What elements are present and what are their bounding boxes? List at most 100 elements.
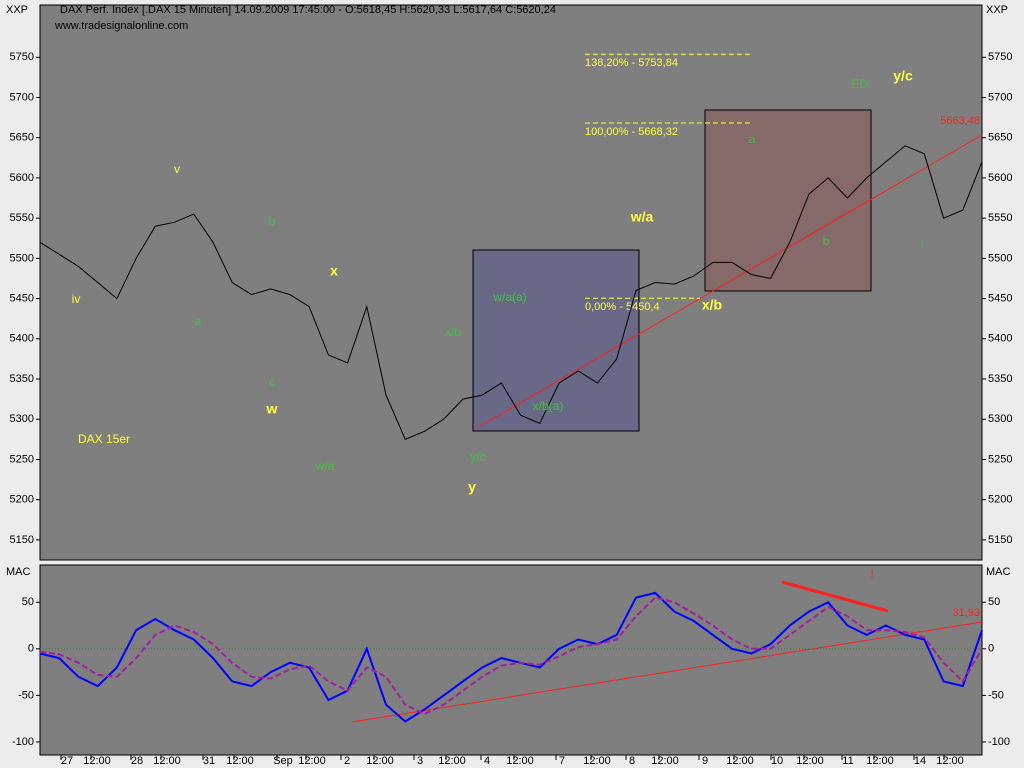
x-tick-label: 12:00 [651,755,679,767]
y-tick-label: 5250 [988,453,1012,465]
annotation: v [174,162,180,176]
trend-line [476,134,983,429]
axis-label: XXP [6,4,28,16]
last-value-label: 31,93 [952,607,980,619]
annotation: c [269,375,275,389]
y-tick-label: 5200 [10,494,34,506]
last-value-label: 5663,48 [940,115,980,127]
annotation: DAX 15er [78,432,130,446]
y-tick-label: 5600 [10,172,34,184]
x-tick-label: 12:00 [796,755,824,767]
x-tick-label: 31 [203,755,215,767]
annotation: w/a [630,209,654,225]
axis-label: XXP [986,4,1008,16]
annotation: x [330,263,338,279]
y-tick-label: 5450 [10,292,34,304]
y-tick-label: 5650 [988,132,1012,144]
annotation: y/c [893,68,913,84]
x-tick-label: 8 [629,755,635,767]
y-tick-label: 5350 [10,373,34,385]
y-tick-label: 5750 [988,51,1012,63]
annotation: a [749,132,756,146]
y-tick-label: 5150 [988,534,1012,546]
y-tick-label: 50 [988,596,1000,608]
annotation: i [921,236,924,250]
x-tick-label: 12:00 [583,755,611,767]
x-tick-label: 9 [702,755,708,767]
y-tick-label: -100 [12,736,34,748]
x-tick-label: 12:00 [726,755,754,767]
y-tick-label: 5400 [988,333,1012,345]
x-tick-label: 14 [914,755,926,767]
y-tick-label: 5550 [988,212,1012,224]
y-tick-label: 5500 [10,252,34,264]
y-tick-label: 5700 [988,91,1012,103]
y-tick-label: 5150 [10,534,34,546]
y-tick-label: 50 [22,596,34,608]
header-source: www.tradesignalonline.com [54,20,188,32]
axis-label: MAC [6,566,31,578]
y-tick-label: 5700 [10,91,34,103]
annotation: b [269,214,276,228]
axis-label: MAC [986,566,1011,578]
x-tick-label: 12:00 [438,755,466,767]
x-tick-label: 4 [484,755,490,767]
trend-line [351,621,983,723]
annotation: ! [870,567,873,581]
y-tick-label: 5200 [988,494,1012,506]
x-tick-label: 12:00 [83,755,111,767]
header-title: DAX Perf. Index [.DAX 15 Minuten] 14.09.… [60,4,556,16]
fib-label: 138,20% - 5753,84 [585,57,678,69]
y-tick-label: 5300 [988,413,1012,425]
annotation: x/b [445,325,461,339]
annotation: ED [852,77,869,91]
y-tick-label: 5250 [10,453,34,465]
annotation: w [266,401,278,417]
y-tick-label: 5500 [988,252,1012,264]
x-tick-label: 12:00 [366,755,394,767]
annotation: x/b(a) [533,399,564,413]
x-tick-label: 12:00 [153,755,181,767]
annotation: y [468,479,476,495]
y-tick-label: 5550 [10,212,34,224]
annotation: iv [72,292,81,306]
series-line [39,596,983,716]
box [472,249,640,432]
y-tick-label: -50 [18,689,34,701]
annotation: w/a [315,459,335,473]
annotation: x/b [702,297,722,313]
x-tick-label: 2 [344,755,350,767]
y-tick-label: 5600 [988,172,1012,184]
x-tick-label: 3 [417,755,423,767]
y-tick-label: 5650 [10,132,34,144]
y-tick-label: 0 [988,643,994,655]
y-tick-label: 0 [28,643,34,655]
y-tick-label: 5450 [988,292,1012,304]
x-tick-label: 28 [131,755,143,767]
x-tick-label: 12:00 [866,755,894,767]
x-tick-label: 12:00 [226,755,254,767]
fib-label: 100,00% - 5668,32 [585,126,678,138]
x-tick-label: 11 [842,755,853,767]
box [704,109,872,292]
fib-label: 0,00% - 5450,4 [585,301,660,313]
x-tick-label: 12:00 [936,755,964,767]
annotation: a [195,314,202,328]
y-tick-label: 5750 [10,51,34,63]
x-tick-label: 12:00 [298,755,326,767]
y-tick-label: 5300 [10,413,34,425]
x-tick-label: Sep [273,755,293,767]
x-tick-label: 27 [61,755,73,767]
annotation: w/a(a) [492,290,526,304]
divergence-line [781,580,889,613]
y-tick-label: 5350 [988,373,1012,385]
series-line [39,591,983,723]
annotation: b [823,234,830,248]
y-tick-label: -50 [988,689,1004,701]
series-line [39,145,983,440]
y-tick-label: 5400 [10,333,34,345]
x-tick-label: 7 [559,755,565,767]
x-tick-label: 12:00 [506,755,534,767]
